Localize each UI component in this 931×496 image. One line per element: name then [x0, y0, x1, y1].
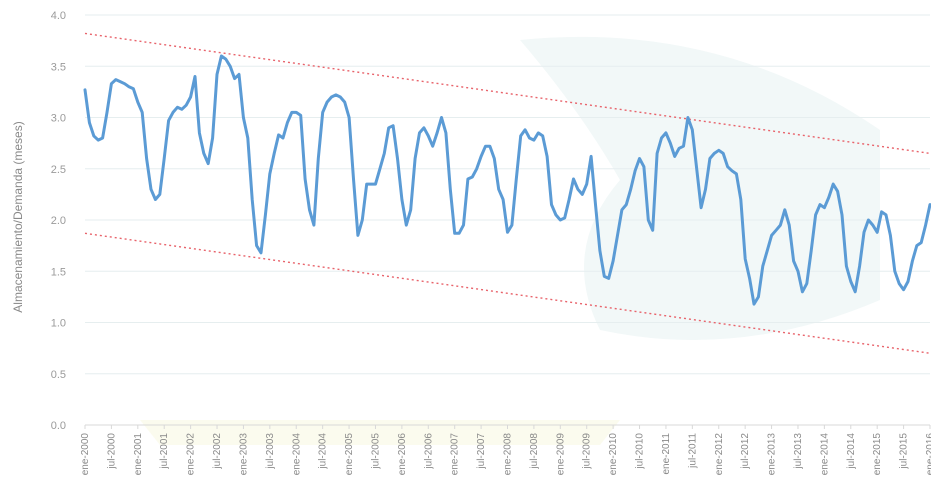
x-tick-label: ene-2006	[397, 433, 408, 476]
x-tick-label: jul-2013	[793, 433, 804, 470]
y-tick-label: 3.5	[51, 61, 66, 73]
x-tick-label: jul-2004	[318, 433, 329, 470]
y-tick-label: 2.5	[51, 164, 66, 176]
x-tick-label: ene-2014	[819, 433, 830, 476]
trend-line-lower	[84, 232, 931, 354]
x-tick-label: ene-2011	[661, 433, 672, 475]
x-tick-label: ene-2012	[714, 433, 725, 476]
trend-line-upper	[84, 32, 931, 155]
x-tick-label: ene-2007	[450, 433, 461, 476]
trend-lines	[84, 32, 931, 354]
x-tick-label: ene-2000	[80, 433, 91, 476]
x-tick-label: jul-2012	[740, 433, 751, 470]
x-tick-label: jul-2011	[687, 433, 698, 469]
x-axis-ticks: ene-2000 jul-2000 ene-2001 jul-2001 ene-2002…	[80, 425, 931, 475]
y-tick-label: 1.5	[51, 266, 66, 278]
x-tick-label: ene-2008	[503, 433, 514, 476]
x-tick-label: ene-2015	[872, 433, 883, 476]
x-tick-label: ene-2010	[608, 433, 619, 476]
x-tick-label: ene-2001	[133, 433, 144, 476]
series-line	[83, 54, 931, 306]
y-tick-label: 2.0	[51, 215, 66, 227]
y-tick-label: 1.0	[51, 318, 66, 330]
x-tick-label: ene-2013	[767, 433, 778, 476]
y-tick-label: 0.0	[51, 420, 66, 432]
x-tick-label: ene-2004	[291, 433, 302, 476]
y-axis-ticks: 0.0 0.5 1.0 1.5 2.0 2.5 3.0 3.5 4.0	[51, 10, 66, 432]
y-tick-label: 0.5	[51, 369, 66, 381]
x-tick-label: jul-2002	[212, 433, 223, 470]
y-tick-label: 3.0	[51, 113, 66, 125]
y-tick-label: 4.0	[51, 10, 66, 22]
y-axis-label: Almacenamiento/Demanda (meses)	[11, 121, 25, 312]
x-tick-label: jul-2003	[265, 433, 276, 470]
x-tick-label: jul-2001	[159, 433, 170, 470]
x-tick-label: jul-2008	[529, 433, 540, 470]
x-tick-label: jul-2000	[106, 433, 117, 470]
x-tick-label: jul-2010	[635, 433, 646, 470]
x-tick-label: jul-2006	[423, 433, 434, 470]
gridlines	[85, 14, 930, 426]
x-tick-label: ene-2016	[925, 433, 931, 476]
x-tick-label: jul-2015	[899, 433, 910, 470]
x-tick-label: ene-2003	[238, 433, 249, 476]
x-tick-label: ene-2002	[186, 433, 197, 476]
x-tick-label: jul-2005	[370, 433, 381, 470]
x-tick-label: ene-2005	[344, 433, 355, 476]
x-tick-label: jul-2009	[582, 433, 593, 470]
series-layer	[83, 54, 931, 306]
x-tick-label: jul-2007	[476, 433, 487, 470]
x-tick-label: ene-2009	[555, 433, 566, 476]
x-tick-label: jul-2014	[846, 433, 857, 470]
